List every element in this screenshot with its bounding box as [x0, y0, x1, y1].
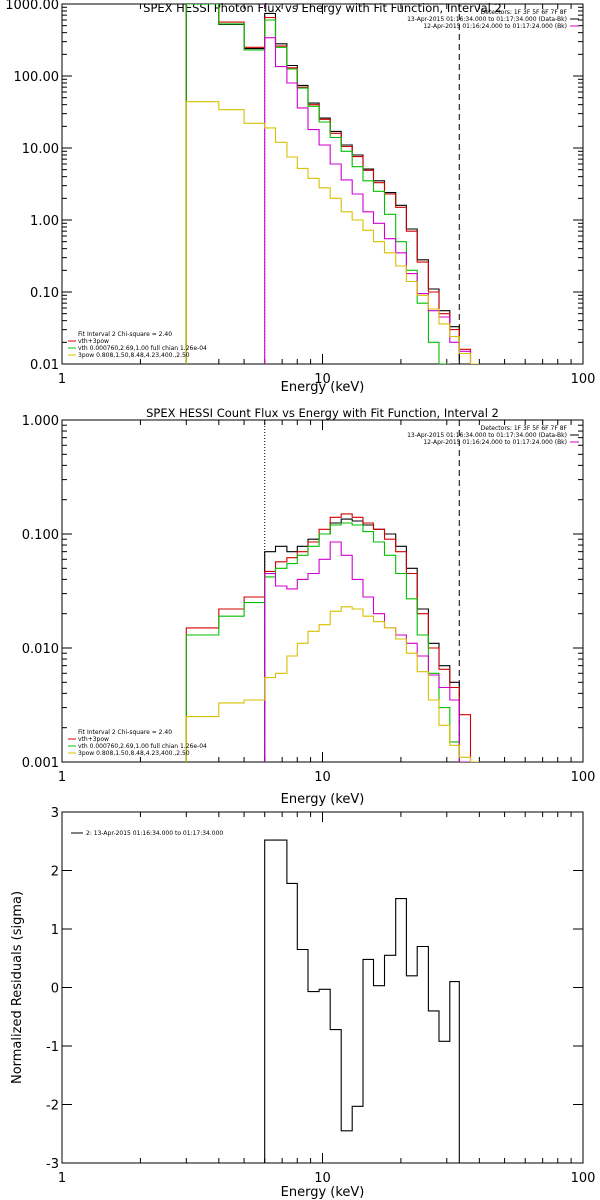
- plot-frame: [61, 3, 584, 365]
- y-tick-label: 1000.00: [5, 0, 59, 13]
- info-legend: Detectors: 1F 3F 5F 6F 7F 8F13-Apr-2015 …: [407, 9, 579, 30]
- fit-legend-text: vth+3pow: [78, 736, 109, 743]
- y-tick-label: 1.00: [30, 214, 59, 229]
- x-tick-label: 1: [58, 770, 66, 785]
- series-group: [185, 513, 480, 762]
- y-tick-label: 0: [51, 982, 59, 997]
- series-line-1: [185, 4, 460, 364]
- y-tick-label: 10.00: [22, 142, 59, 157]
- chart-panel-1: SPEX HESSI Photon Flux vs Energy with Fi…: [5, 0, 595, 395]
- y-tick-label: -3: [46, 1157, 59, 1172]
- x-tick-label: 10: [314, 1171, 331, 1186]
- y-tick-label: 0.01: [30, 358, 59, 373]
- series-line-5: [185, 101, 480, 364]
- series-line-4: [264, 37, 472, 364]
- fit-legend: Fit Interval 2 Chi-square = 2.40vth+3pow…: [68, 331, 207, 359]
- plot-frame: [61, 811, 584, 1164]
- x-tick-label: 10: [314, 770, 331, 785]
- y-tick-label: 1.000: [22, 414, 59, 429]
- info-legend: 2: 13-Apr-2015 01:16:34.000 to 01:17:34.…: [71, 830, 223, 837]
- series-line-1: [264, 518, 460, 762]
- fit-legend: Fit Interval 2 Chi-square = 2.40vth+3pow…: [68, 729, 207, 757]
- y-tick-label: 0.001: [22, 756, 59, 771]
- series-group: [185, 4, 480, 364]
- fit-legend-text: vth+3pow: [78, 338, 109, 345]
- x-tick-label: 100: [571, 1171, 596, 1186]
- x-tick-label: 10: [314, 372, 331, 387]
- series-line-3: [185, 522, 460, 762]
- series-line-2: [185, 513, 472, 762]
- x-tick-label: 100: [571, 770, 596, 785]
- x-tick-label: 100: [571, 372, 596, 387]
- chart-title: SPEX HESSI Count Flux vs Energy with Fit…: [146, 406, 499, 420]
- x-tick-label: 1: [58, 372, 66, 387]
- y-tick-label: 0.10: [30, 286, 59, 301]
- info-line-text: 13-Apr-2015 01:16:34.000 to 01:17:34.000…: [407, 432, 567, 439]
- y-tick-label: 0.010: [22, 642, 59, 657]
- series-line-5: [185, 606, 480, 762]
- fit-legend-text: Fit Interval 2 Chi-square = 2.40: [78, 729, 172, 736]
- info-line-text: 12-Apr-2015 01:16:24.000 to 01:17:24.000…: [423, 439, 567, 446]
- info-line-text: 12-Apr-2015 01:16:24.000 to 01:17:24.000…: [423, 23, 567, 30]
- fit-legend-text: vth 0.000760,2.69,1.00 full chian 1.26e-…: [78, 743, 207, 750]
- chart-panel-2: SPEX HESSI Count Flux vs Energy with Fit…: [22, 406, 596, 807]
- y-axis-label: Normalized Residuals (sigma): [10, 891, 25, 1084]
- y-tick-label: -2: [46, 1099, 59, 1114]
- x-axis-label: Energy (keV): [281, 380, 365, 395]
- chart-panel-3: 1 10 100 Energy (keV) -3 -2 -1 0 1 2 3 Normalized R…: [10, 806, 595, 1200]
- fit-legend-text: Fit Interval 2 Chi-square = 2.40: [78, 331, 172, 338]
- x-axis-label: Energy (keV): [281, 792, 365, 807]
- plot-frame: [61, 419, 584, 763]
- x-axis: 1 10 100 Energy (keV): [58, 420, 596, 807]
- info-legend: Detectors: 1F 3F 5F 6F 7F 8F13-Apr-2015 …: [407, 425, 579, 446]
- y-tick-label: 0.100: [22, 528, 59, 543]
- series-line-1: [264, 839, 460, 1163]
- y-tick-label: 2: [51, 865, 59, 880]
- series-group: [264, 839, 460, 1163]
- x-axis: 1 10 100 Energy (keV): [58, 812, 596, 1200]
- info-line-text: 2: 13-Apr-2015 01:16:34.000 to 01:17:34.…: [86, 830, 223, 837]
- y-axis: -3 -2 -1 0 1 2 3 Normalized Residuals (sigma): [10, 806, 583, 1172]
- series-line-3: [185, 4, 450, 364]
- fit-legend-text: 3pow 0.808,1.50,8.48,4.23,400.,2.50: [78, 750, 190, 757]
- info-line-text: Detectors: 1F 3F 5F 6F 7F 8F: [481, 9, 568, 16]
- series-line-4: [264, 541, 471, 762]
- info-line-text: 13-Apr-2015 01:16:34.000 to 01:17:34.000…: [407, 16, 567, 23]
- y-tick-label: 100.00: [14, 70, 60, 85]
- x-axis: 1 10 100 Energy (keV): [58, 4, 596, 395]
- y-axis: 0.01 0.10 1.00 10.00 100.00 1000.00: [5, 0, 583, 373]
- y-tick-label: -1: [46, 1040, 59, 1055]
- fit-legend-text: 3pow 0.808,1.50,8.48,4.23,400.,2.50: [78, 352, 190, 359]
- y-axis: 0.001 0.010 0.100 1.000: [22, 414, 583, 771]
- info-line-text: Detectors: 1F 3F 5F 6F 7F 8F: [481, 425, 568, 432]
- x-tick-label: 1: [58, 1171, 66, 1186]
- x-axis-label: Energy (keV): [281, 1185, 365, 1200]
- fit-legend-text: vth 0.000760,2.69,1.00 full chian 1.26e-…: [78, 345, 207, 352]
- y-tick-label: 1: [51, 923, 59, 938]
- y-tick-label: 3: [51, 806, 59, 821]
